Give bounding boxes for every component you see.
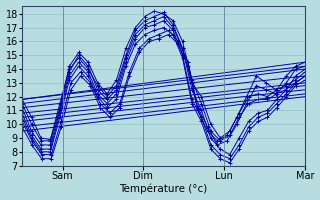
X-axis label: Température (°c): Température (°c) <box>120 184 208 194</box>
